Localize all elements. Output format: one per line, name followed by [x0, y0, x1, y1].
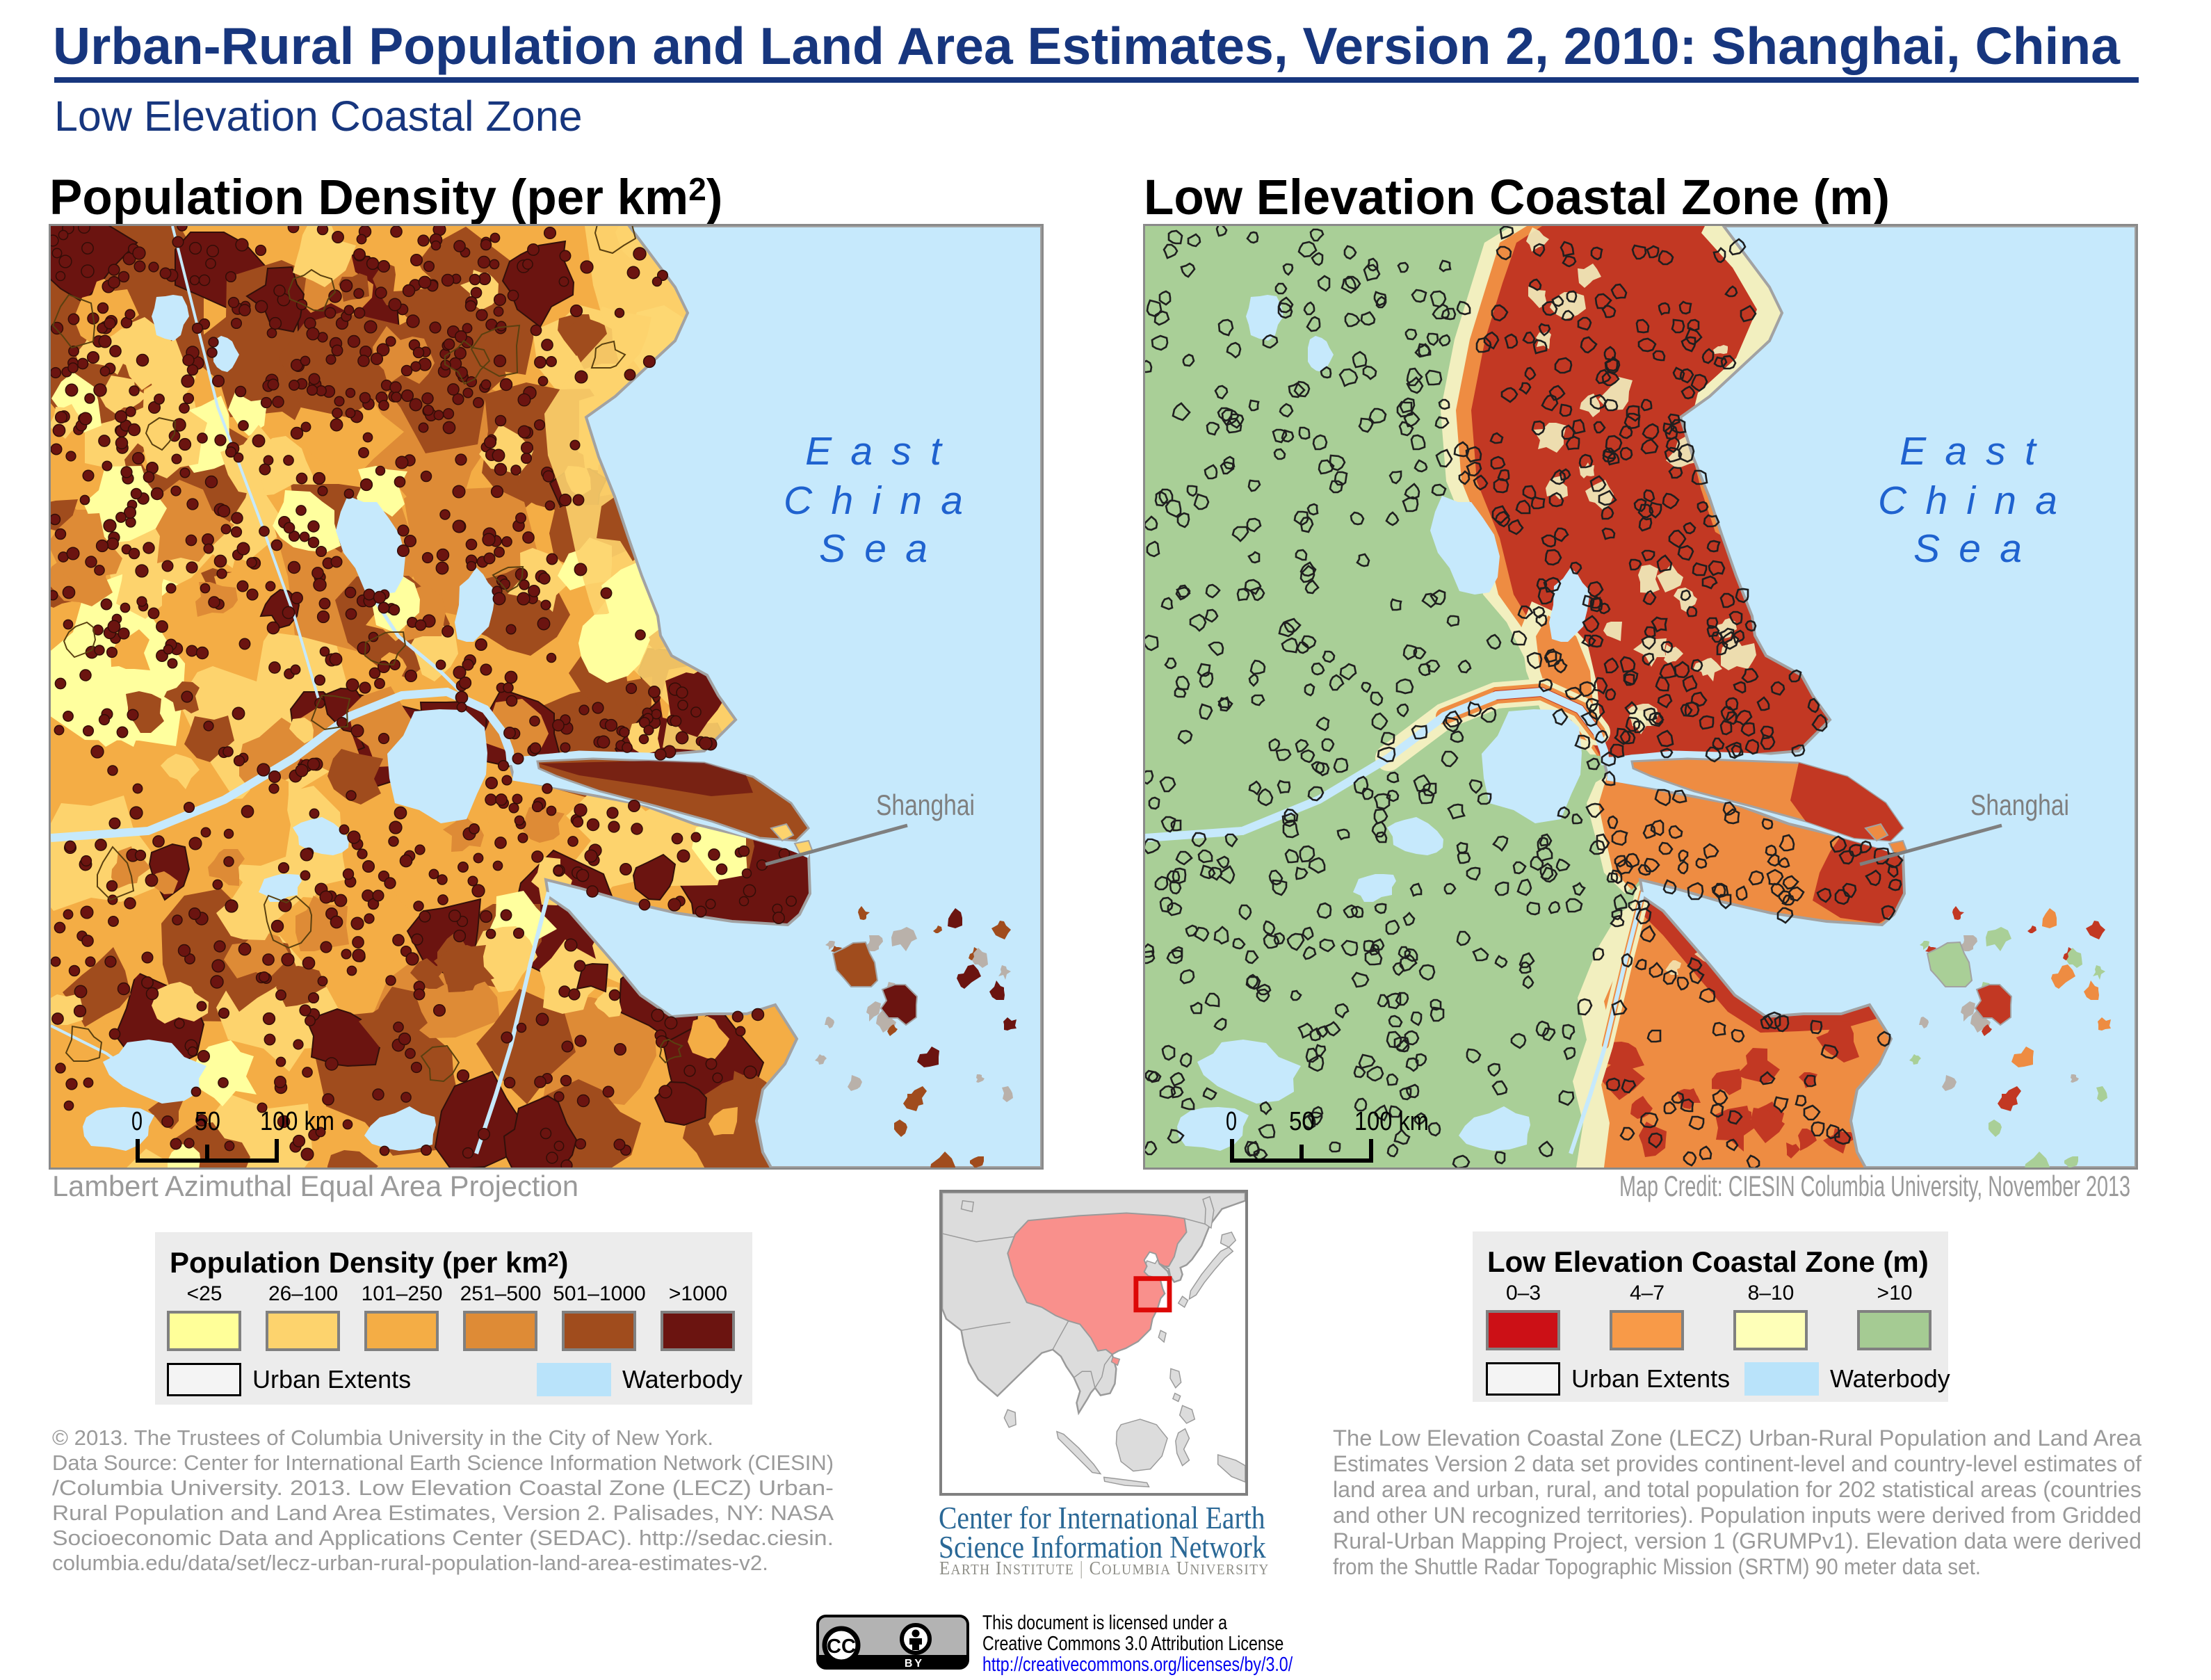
svg-text:C h i n a: C h i n a — [784, 478, 963, 523]
svg-text:100 km: 100 km — [260, 1107, 334, 1136]
svg-text:E a s t: E a s t — [805, 429, 943, 474]
svg-text:Lambert Azimuthal Equal Area P: Lambert Azimuthal Equal Area Projection — [52, 1174, 578, 1202]
svg-text:S e a: S e a — [1913, 526, 2022, 571]
svg-text:land area and urban, rural: land area and urban, rural, and total po… — [1333, 1477, 2141, 1502]
svg-text:E a s t: E a s t — [1900, 429, 2037, 474]
svg-text:0: 0 — [1226, 1107, 1237, 1136]
svg-text:Map Credit: CIESIN Columbia Un: Map Credit: CIESIN Columbia University, … — [1619, 1174, 2130, 1202]
svg-text:Rural-Urban Mapping Project,: Rural-Urban Mapping Project, version 1 (… — [1333, 1528, 2141, 1553]
svg-text:© 2013. The Trustees of Columb: © 2013. The Trustees of Columbia Univers… — [52, 1430, 713, 1450]
svg-text:S e a: S e a — [819, 526, 928, 571]
svg-text:columbia.edu/data/set/lecz-urb: columbia.edu/data/set/lecz-urban-rural-p… — [52, 1551, 768, 1575]
svg-text:50: 50 — [195, 1107, 220, 1136]
svg-text:BY: BY — [905, 1658, 924, 1670]
svg-text:50: 50 — [1289, 1107, 1315, 1136]
svg-text:100 km: 100 km — [1354, 1107, 1429, 1136]
svg-text:CC: CC — [827, 1635, 856, 1658]
svg-text:Rural Population and Land Area: Rural Population and Land Area Estimates… — [52, 1501, 834, 1525]
svg-text:from the Shuttle Radar Topogra: from the Shuttle Radar Topographic Missi… — [1333, 1554, 1981, 1579]
svg-text:Data Source: Center for Intern: Data Source: Center for International Ea… — [52, 1451, 834, 1475]
svg-text:/Columbia University. 2013.: /Columbia University. 2013. Low Elevatio… — [52, 1476, 834, 1500]
svg-text:Estimates Version 2 data set p: Estimates Version 2 data set provides co… — [1333, 1451, 2141, 1476]
svg-text:Shanghai: Shanghai — [876, 789, 975, 821]
svg-text:Socioeconomic Data and Appl: Socioeconomic Data and Applications Cent… — [52, 1526, 834, 1550]
svg-text:C h i n a: C h i n a — [1878, 478, 2057, 523]
svg-text:0: 0 — [131, 1107, 143, 1136]
svg-text:The Low Elevation Coastal: The Low Elevation Coastal Zone (LECZ) Ur… — [1333, 1430, 2141, 1451]
svg-text:Shanghai: Shanghai — [1970, 789, 2069, 821]
svg-text:and other UN recognized te: and other UN recognized territories). Po… — [1333, 1503, 2141, 1528]
